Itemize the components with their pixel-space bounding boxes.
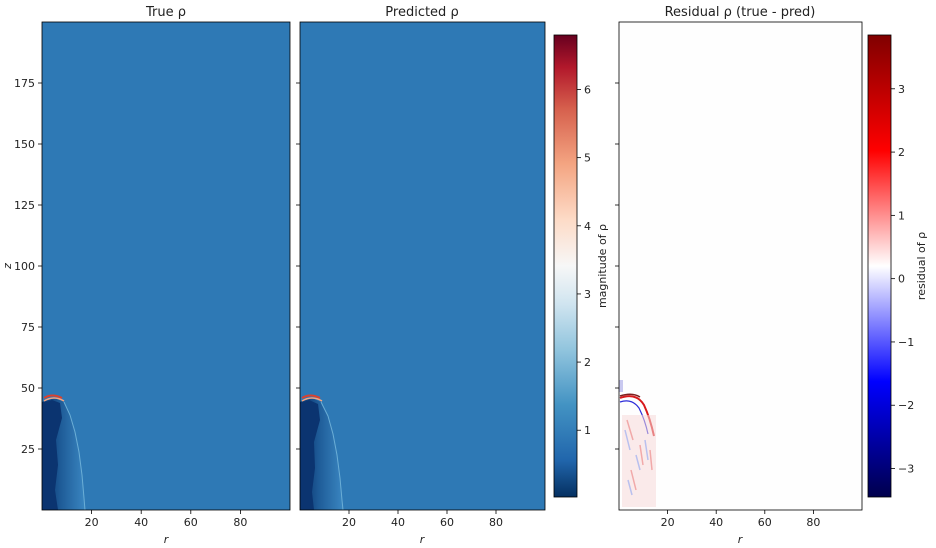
y-tick-label: 125 bbox=[14, 199, 35, 212]
x-tick-label: 40 bbox=[134, 516, 148, 529]
y-axis-true: 25 50 75 100 125 150 175 bbox=[14, 77, 42, 456]
jet-core bbox=[300, 400, 320, 510]
x-tick-label: 80 bbox=[806, 516, 820, 529]
colorbar-tick-label: 1 bbox=[584, 424, 591, 437]
residual-speckle-blue bbox=[624, 429, 649, 496]
residual-upper-ring bbox=[619, 393, 641, 398]
jet-head-glow bbox=[301, 397, 323, 402]
colorbar-tick-label: −2 bbox=[898, 399, 914, 412]
x-tick-label: 60 bbox=[184, 516, 198, 529]
x-tick-label: 80 bbox=[489, 516, 503, 529]
x-tick-label: 20 bbox=[661, 516, 675, 529]
panel-pred: Predicted ρ 20 40 60 80 r bbox=[296, 5, 546, 546]
colorbar-tick-label: 3 bbox=[584, 288, 591, 301]
panel-true-title: True ρ bbox=[145, 5, 186, 20]
heatmap-pred bbox=[300, 22, 545, 510]
colorbar-tick-label: 2 bbox=[898, 146, 905, 159]
x-tick-label: 20 bbox=[85, 516, 99, 529]
x-axis-resid: 20 40 60 80 bbox=[661, 510, 820, 529]
heatmap-true bbox=[42, 22, 290, 510]
colorbar-tick-label: 1 bbox=[898, 209, 905, 222]
colorbar-magnitude-label: magnitude of ρ bbox=[596, 224, 609, 308]
colorbar-residual-fill bbox=[867, 34, 892, 498]
panel-resid-title: Residual ρ (true - pred) bbox=[665, 5, 816, 20]
colorbar-tick-label: 6 bbox=[584, 84, 591, 97]
x-axis-label-true: r bbox=[164, 533, 170, 546]
x-tick-label: 80 bbox=[233, 516, 247, 529]
colorbar-residual-label: residual of ρ bbox=[915, 232, 928, 300]
y-tick-label: 175 bbox=[14, 77, 35, 90]
jet-edge bbox=[63, 401, 86, 510]
y-tick-label: 100 bbox=[14, 260, 35, 273]
jet-core bbox=[42, 400, 62, 510]
y-ticks-resid bbox=[615, 82, 619, 450]
x-axis-pred: 20 40 60 80 bbox=[342, 510, 503, 529]
colorbar-magnitude-fill bbox=[553, 34, 578, 498]
x-tick-label: 40 bbox=[709, 516, 723, 529]
panel-resid: Residual ρ (true - pred) 20 40 60 80 r bbox=[615, 5, 863, 546]
residual-background bbox=[619, 22, 862, 510]
colorbar-residual-ticks: −3 −2 −1 0 1 2 3 bbox=[891, 83, 914, 476]
jet-head-shock bbox=[301, 394, 321, 399]
x-axis-label-resid: r bbox=[738, 533, 744, 546]
x-tick-label: 60 bbox=[758, 516, 772, 529]
residual-speckle bbox=[622, 415, 656, 507]
y-tick-label: 50 bbox=[21, 382, 35, 395]
colorbar-tick-label: 0 bbox=[898, 273, 905, 286]
x-tick-label: 60 bbox=[440, 516, 454, 529]
y-axis-label-true: z bbox=[1, 263, 14, 270]
x-tick-label: 40 bbox=[391, 516, 405, 529]
y-tick-label: 75 bbox=[21, 321, 35, 334]
colorbar-tick-label: 4 bbox=[584, 220, 591, 233]
field-background bbox=[300, 22, 545, 510]
colorbar-tick-label: −1 bbox=[898, 336, 914, 349]
field-background bbox=[42, 22, 290, 510]
colorbar-magnitude: 1 2 3 4 5 6 magnitude of ρ bbox=[553, 34, 609, 498]
heatmap-resid bbox=[619, 22, 862, 510]
panel-pred-title: Predicted ρ bbox=[385, 5, 458, 20]
jet-edge bbox=[320, 401, 344, 510]
x-axis-label-pred: r bbox=[420, 533, 426, 546]
panel-true: True ρ 20 40 60 80 r 25 50 75 100 125 150 175 z bbox=[1, 5, 291, 546]
colorbar-tick-label: 5 bbox=[584, 152, 591, 165]
x-axis-true: 20 40 60 80 bbox=[85, 510, 247, 529]
colorbar-residual: −3 −2 −1 0 1 2 3 residual of ρ bbox=[867, 34, 928, 498]
colorbar-tick-label: −3 bbox=[898, 463, 914, 476]
jet-head-shock bbox=[43, 394, 63, 399]
colorbar-tick-label: 2 bbox=[584, 356, 591, 369]
y-tick-label: 25 bbox=[21, 443, 35, 456]
y-ticks-pred bbox=[296, 82, 300, 450]
colorbar-magnitude-ticks: 1 2 3 4 5 6 bbox=[577, 84, 591, 437]
jet-head-glow bbox=[43, 397, 65, 402]
x-tick-label: 20 bbox=[342, 516, 356, 529]
residual-top-left-spot bbox=[619, 380, 623, 392]
colorbar-tick-label: 3 bbox=[898, 83, 905, 96]
residual-speckle-red bbox=[626, 419, 653, 491]
y-tick-label: 150 bbox=[14, 138, 35, 151]
